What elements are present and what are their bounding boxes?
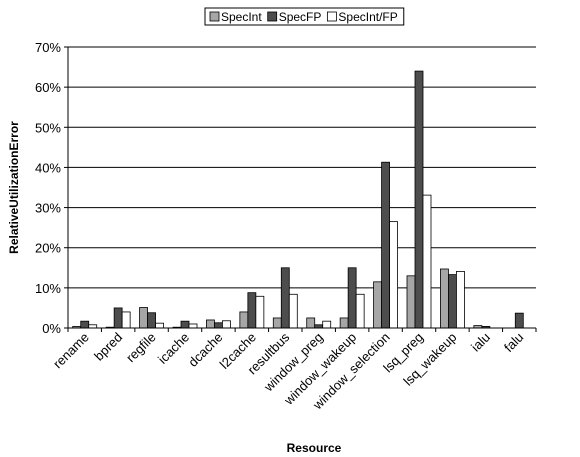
bar-specint-fp-bpred [121,311,131,329]
y-tick-label: 50% [35,120,61,135]
bar-specint-window_wakeup [339,317,349,329]
y-axis-title: RelativeUtilizationError [7,121,21,254]
y-tick-label: 20% [35,241,61,256]
bar-specfp-l2cache [247,292,257,329]
y-tick-label: 70% [35,40,61,55]
y-tick-label: 0% [42,321,61,336]
bar-specfp-window_selection [381,161,390,329]
bar-specint-lsq_wakeup [440,268,449,329]
bar-specint-fp-icache [188,323,198,329]
bar-specint-resultbus [272,317,282,329]
bar-specint-fp-lsq_preg [422,194,432,329]
legend: SpecInt SpecFP SpecInt/FP [204,7,405,26]
x-tick-label: bpred [91,330,125,364]
bar-specfp-window_wakeup [347,267,357,329]
legend-swatch [326,11,337,22]
bar-specint-l2cache [239,311,249,329]
bar-specfp-lsq_wakeup [448,274,457,329]
x-tick-label: ialu [468,330,493,355]
bar-specfp-resultbus [280,267,290,329]
bar-specint-fp-regfile [155,322,164,329]
bar-specint-fp-window_preg [322,320,332,329]
legend-label: SpecInt/FP [338,10,397,24]
bar-specint-fp-lsq_wakeup [456,270,465,329]
y-tick-label: 40% [35,160,61,175]
bar-specint-lsq_preg [406,275,416,329]
axes [67,47,537,332]
y-axis-ticks: 0% 10% 20% 30% 40% 50% 60% 70% [35,40,68,336]
x-axis-labels: rename bpredregfileicachedcachel2cacheres… [50,329,526,413]
legend-swatch [209,11,220,22]
x-axis-title: Resource [287,441,342,455]
bar-specint-fp-resultbus [288,293,298,329]
legend-label: SpecInt [221,10,262,24]
x-tick-label: regfile [123,330,159,366]
bar-specfp-falu [514,312,524,329]
legend-box [204,7,405,26]
bar-specint-fp-window_wakeup [355,293,365,329]
y-tick-label: 30% [35,201,61,216]
bar-specint-window_selection [373,281,382,329]
bar-specfp-rename [80,320,90,329]
bar-specfp-bpred [113,307,123,329]
bar-specint-fp-dcache [222,320,231,329]
bar-specint-fp-window_selection [389,221,398,329]
bar-specint-window_preg [306,317,316,329]
bar-specfp-dcache [214,322,223,329]
grid-lines [68,46,536,289]
bar-specfp-regfile [147,312,156,329]
bar-specint-regfile [139,307,148,329]
bar-specfp-icache [180,320,190,329]
x-tick-label: falu [501,330,526,355]
y-tick-label: 60% [35,80,61,95]
bar-specfp-lsq_preg [414,70,424,329]
bar-specint-fp-l2cache [255,295,265,329]
bars [72,70,524,329]
legend-label: SpecFP [279,10,322,24]
legend-swatch [267,11,278,22]
bar-specint-dcache [206,319,215,329]
y-tick-label: 10% [35,281,61,296]
